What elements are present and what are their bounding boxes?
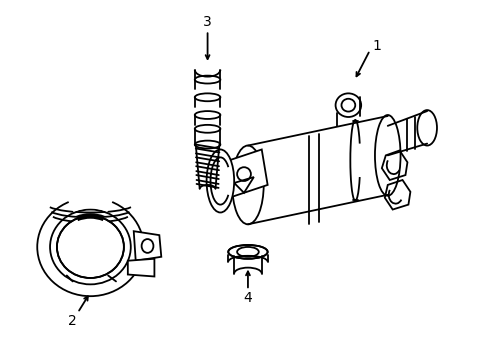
Text: 4: 4 bbox=[243, 291, 252, 305]
Text: 1: 1 bbox=[372, 39, 381, 53]
Ellipse shape bbox=[57, 216, 123, 278]
Text: 3: 3 bbox=[203, 15, 211, 30]
Polygon shape bbox=[127, 259, 154, 276]
Polygon shape bbox=[133, 231, 161, 261]
Polygon shape bbox=[220, 149, 267, 199]
Wedge shape bbox=[68, 194, 113, 211]
Ellipse shape bbox=[374, 115, 400, 196]
Ellipse shape bbox=[206, 149, 234, 212]
Text: 2: 2 bbox=[68, 314, 77, 328]
Ellipse shape bbox=[232, 145, 263, 224]
Ellipse shape bbox=[228, 245, 267, 259]
Ellipse shape bbox=[416, 110, 436, 145]
